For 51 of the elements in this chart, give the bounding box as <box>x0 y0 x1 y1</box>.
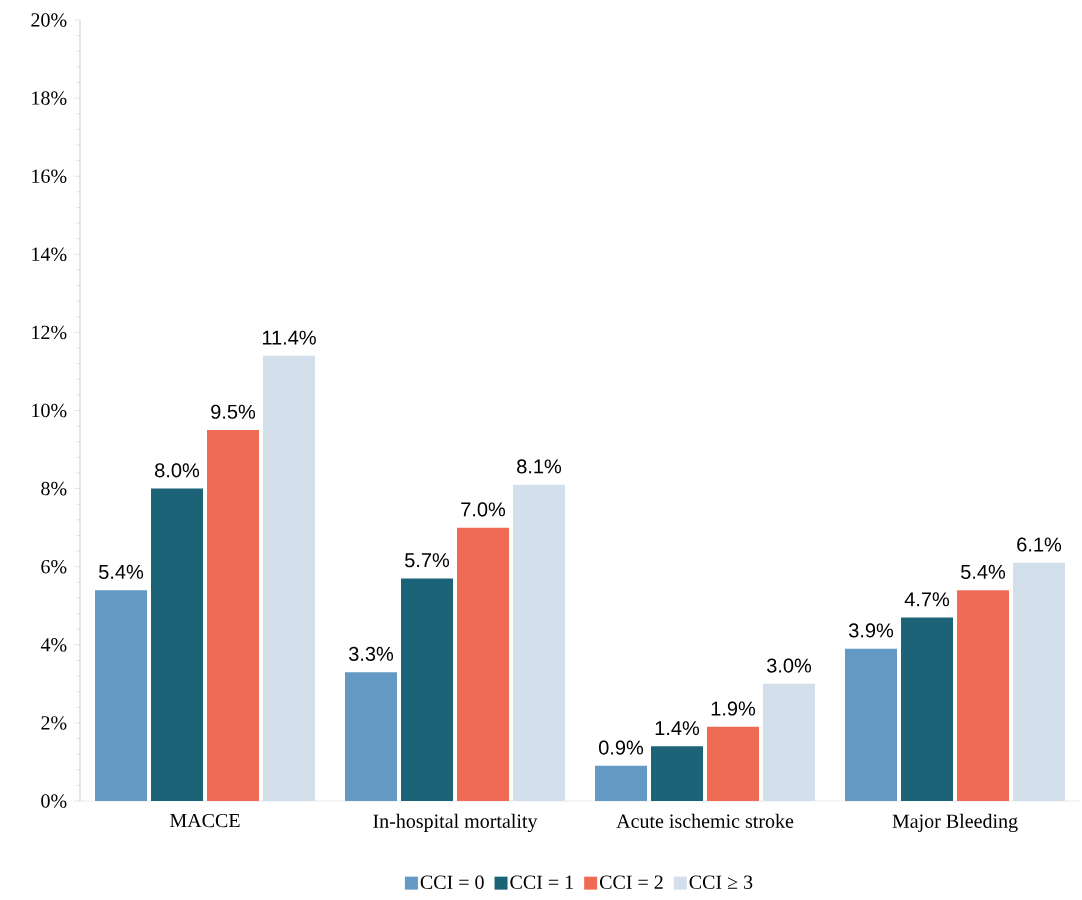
y-tick-label: 8% <box>41 481 67 496</box>
data-label: 3.0% <box>766 658 812 673</box>
bar <box>457 527 510 802</box>
legend-label: CCI = 1 <box>510 875 573 889</box>
bar <box>595 765 648 802</box>
data-label: 0.9% <box>599 740 644 755</box>
y-tick-label: 14% <box>32 247 67 262</box>
bar <box>845 648 898 802</box>
data-label: 1.4% <box>655 721 700 736</box>
x-tick-label: Major Bleeding <box>892 813 1018 833</box>
data-label: 5.4% <box>961 564 1006 579</box>
data-label: 3.9% <box>848 623 894 638</box>
bar <box>957 590 1010 802</box>
x-tick-label: In-hospital mortality <box>373 813 538 833</box>
bar <box>401 578 453 802</box>
bar <box>345 672 397 802</box>
bar <box>901 617 954 802</box>
y-tick-label: 4% <box>40 638 67 652</box>
y-tick-label: 18% <box>32 91 67 105</box>
bar <box>95 590 147 802</box>
data-label: 3.3% <box>348 646 394 661</box>
data-label: 1.9% <box>711 701 756 716</box>
legend-label: CCI ≥ 3 <box>689 875 753 889</box>
x-tick-label: MACCE <box>170 813 240 828</box>
data-label: 7.0% <box>461 502 506 517</box>
y-tick-label: 20% <box>31 13 67 27</box>
data-label: 8.0% <box>155 463 200 478</box>
bar <box>1013 562 1066 802</box>
y-tick-label: 16% <box>32 169 67 183</box>
data-label: 9.5% <box>211 404 256 419</box>
y-tick-label: 10% <box>32 403 67 418</box>
bar <box>513 484 565 802</box>
legend-label: CCI = 0 <box>420 875 484 889</box>
bar <box>151 488 203 802</box>
y-tick-label: 6% <box>41 559 67 574</box>
data-label: 6.1% <box>1017 537 1062 552</box>
x-tick-label: Acute ischemic stroke <box>616 813 794 828</box>
bar <box>763 683 816 802</box>
y-tick-label: 2% <box>41 716 67 730</box>
data-label: 4.7% <box>904 592 950 607</box>
bar <box>207 430 259 802</box>
bar <box>651 746 704 802</box>
data-label: 8.1% <box>517 459 562 474</box>
data-label: 11.4% <box>262 330 316 345</box>
data-label: 5.4% <box>99 564 144 579</box>
data-label: 5.7% <box>405 553 450 568</box>
y-tick-label: 12% <box>32 325 67 340</box>
bar <box>263 355 315 802</box>
legend-label: CCI = 2 <box>599 875 663 889</box>
y-tick-label: 0% <box>41 794 67 808</box>
bar <box>707 726 760 802</box>
